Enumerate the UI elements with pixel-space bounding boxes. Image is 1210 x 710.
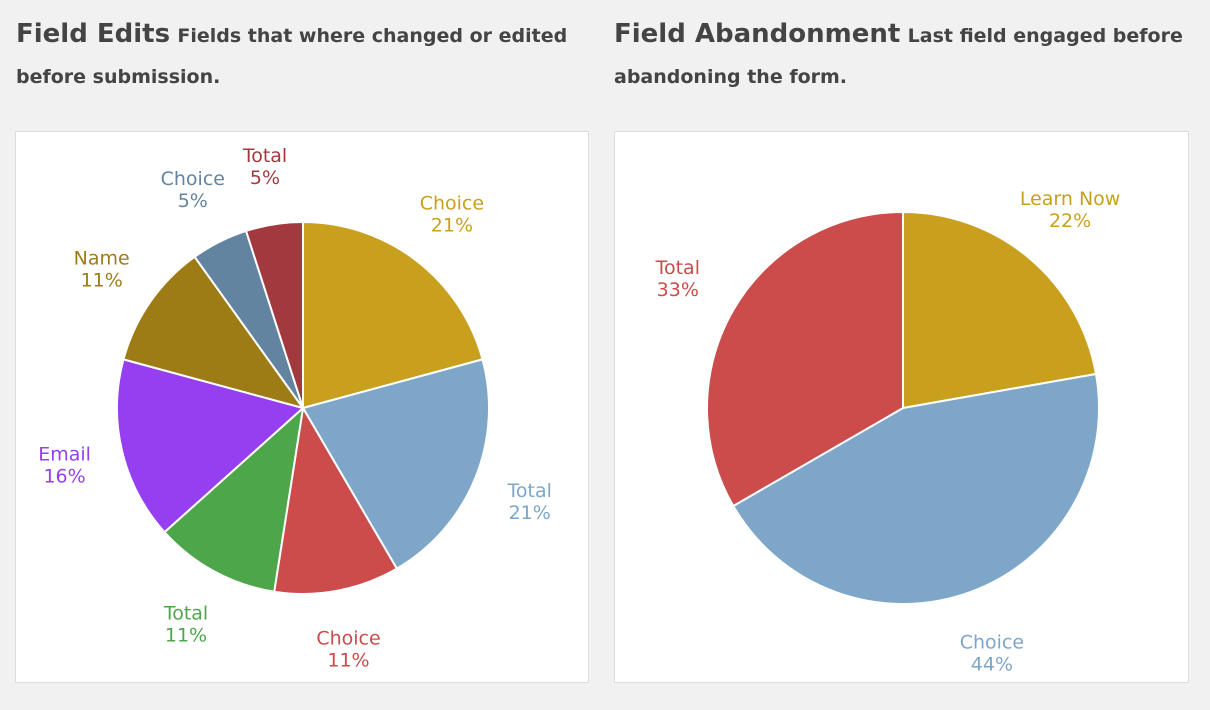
slice-label-value: 16% bbox=[43, 466, 85, 488]
slice-label-value: 5% bbox=[250, 167, 280, 189]
slice-label-name: Choice bbox=[960, 631, 1024, 653]
chart-subtitle: Last field engaged before abandoning the… bbox=[614, 25, 1183, 88]
slice-label-value: 21% bbox=[431, 214, 473, 236]
slice-label-name: Total bbox=[507, 480, 552, 502]
slice-label: Choice 21% bbox=[420, 192, 484, 236]
slice-label-value: 33% bbox=[657, 279, 699, 301]
slice-label: Email 16% bbox=[38, 444, 91, 488]
pie-slice-email-4[interactable] bbox=[116, 358, 304, 534]
field-abandonment-pie-chart: Learn Now 22% Choice 44% Total 33% bbox=[655, 188, 1121, 675]
field-abandonment-card: Learn Now 22% Choice 44% Total 33% bbox=[614, 131, 1189, 683]
slice-label-value: 11% bbox=[165, 624, 207, 646]
slice-label-value: 11% bbox=[81, 269, 123, 291]
field-abandonment-title: Field Abandonment Last field engaged bef… bbox=[614, 14, 1194, 97]
slice-label: Choice 11% bbox=[316, 628, 380, 672]
chart-subtitle: Fields that where changed or edited befo… bbox=[16, 25, 568, 88]
slice-label-name: Choice bbox=[420, 192, 484, 214]
slice-label: Name 11% bbox=[74, 247, 130, 291]
pie-slice-total-2[interactable] bbox=[706, 211, 904, 507]
slice-label-value: 11% bbox=[327, 650, 369, 672]
slice-label: Total 33% bbox=[655, 257, 700, 301]
pie-slice-total-1[interactable] bbox=[302, 358, 490, 570]
slice-label-value: 21% bbox=[509, 502, 551, 524]
slice-label-name: Choice bbox=[316, 628, 380, 650]
slice-label-name: Total bbox=[163, 602, 208, 624]
pie-slice-name-5[interactable] bbox=[122, 255, 304, 409]
pie-slice-total-7[interactable] bbox=[245, 221, 304, 409]
slice-label-name: Total bbox=[655, 257, 700, 279]
slice-label: Learn Now 22% bbox=[1020, 188, 1121, 232]
field-edits-pie-chart: Choice 21%Total 21%Choice 11%Total 11%Email 1… bbox=[38, 145, 552, 672]
slice-label-value: 22% bbox=[1049, 210, 1091, 232]
pie-slice-choice-2[interactable] bbox=[273, 407, 398, 595]
slice-label-name: Total bbox=[242, 145, 287, 167]
slice-label-value: 5% bbox=[178, 190, 208, 212]
slice-label: Total 11% bbox=[163, 602, 208, 646]
slice-label: Total 21% bbox=[507, 480, 552, 524]
chart-title: Field Edits bbox=[16, 19, 171, 49]
slice-label-value: 44% bbox=[971, 653, 1013, 675]
pie-slice-total-3[interactable] bbox=[163, 407, 304, 593]
chart-title: Field Abandonment bbox=[614, 19, 901, 49]
field-edits-card: Choice 21% Total 21% Choice 11% Total 11% Email 1… bbox=[15, 131, 589, 683]
slice-label-name: Email bbox=[38, 444, 91, 466]
field-edits-title: Field Edits Fields that where changed or… bbox=[16, 14, 591, 97]
pie-slice-choice-0[interactable] bbox=[302, 221, 484, 409]
slice-label: Total 5% bbox=[242, 145, 287, 189]
pie-slice-learn-now-0[interactable] bbox=[902, 211, 1098, 409]
slice-label: Choice 44% bbox=[960, 631, 1024, 675]
pie-slice-choice-1[interactable] bbox=[732, 372, 1100, 605]
slice-label-name: Learn Now bbox=[1020, 188, 1121, 210]
slice-label-name: Name bbox=[74, 247, 130, 269]
slice-label-name: Choice bbox=[161, 168, 225, 190]
slice-label: Choice 5% bbox=[161, 168, 225, 212]
